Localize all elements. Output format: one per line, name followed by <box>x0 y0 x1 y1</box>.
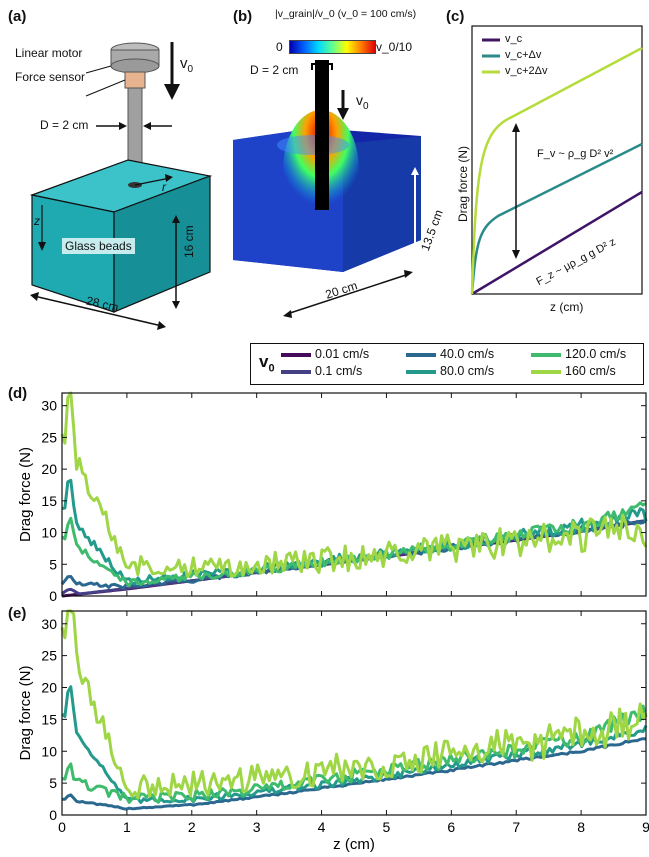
linear-motor-label: Linear motor <box>15 46 83 60</box>
panel-a-r-label: r <box>162 180 166 194</box>
curve-vc-2dv <box>470 46 643 295</box>
panel-c-axes <box>471 25 643 295</box>
x-tick-label: 8 <box>577 819 585 835</box>
x-tick-label: 7 <box>512 819 520 835</box>
legend-label: 120.0 cm/s <box>565 347 627 361</box>
legend-title: v0 <box>259 352 275 375</box>
panel-a-v0-label: v0 <box>180 55 194 75</box>
y-tick-label: 30 <box>41 398 57 414</box>
colorbar <box>289 40 376 54</box>
curve-vc <box>471 190 643 296</box>
panel-a-diagram <box>29 42 213 330</box>
legend-vc-2dv: v_c+2Δv <box>505 65 548 77</box>
y-tick-label: 15 <box>41 493 57 509</box>
legend-swatch <box>281 370 311 374</box>
y-tick-label: 10 <box>41 525 57 541</box>
fv-label: F_v ~ ρ_g D² v² <box>537 148 614 160</box>
x-tick-label: 3 <box>253 819 261 835</box>
x-tick-label: 5 <box>383 819 391 835</box>
panel-a-label: (a) <box>8 8 27 25</box>
glass-beads-label: Glass beads <box>62 238 135 254</box>
series-line-40-0-cm-s <box>61 737 647 811</box>
y-tick-label: 15 <box>41 711 57 727</box>
y-tick-label: 25 <box>41 648 57 664</box>
legend-label: 0.1 cm/s <box>315 364 363 378</box>
y-tick-label: 0 <box>49 807 57 823</box>
y-tick-label: 30 <box>41 616 57 632</box>
legend-label: 40.0 cm/s <box>440 347 495 361</box>
legend-label: 160 cm/s <box>565 364 616 378</box>
legend-swatch <box>406 370 436 374</box>
panel-b-diameter-label: D = 2 cm <box>250 63 299 77</box>
panel-b-v0-label: v0 <box>356 92 369 112</box>
x-tick-label: 9 <box>642 819 649 835</box>
y-axis-label: Drag force (N) <box>17 665 34 760</box>
series-line-120-0-cm-s <box>61 501 647 588</box>
y-tick-label: 25 <box>41 429 57 445</box>
legend-vc: v_c <box>505 33 523 45</box>
legend-swatch <box>406 353 436 357</box>
legend-label: 80.0 cm/s <box>440 364 495 378</box>
panel-d-label: (d) <box>8 385 28 402</box>
panel-b-simulation <box>233 60 421 318</box>
panel-c-ylabel: Drag force (N) <box>456 145 470 222</box>
legend-label: 0.01 cm/s <box>315 347 370 361</box>
series-line-160-cm-s <box>60 391 648 578</box>
panel-a-depth-label: 16 cm <box>182 225 196 258</box>
panel-c-label: (c) <box>446 8 465 25</box>
colorbar-max: v_0/10 <box>376 40 413 54</box>
x-axis-label: z (cm) <box>333 836 375 853</box>
panel-c-schematic <box>470 25 643 296</box>
y-tick-label: 20 <box>41 461 57 477</box>
chart-e: 0 5 10 15 20 25 30 0 1 2 3 4 5 6 7 8 9 Drag force (N) z (c… <box>17 609 649 853</box>
colorbar-min: 0 <box>276 40 283 54</box>
series-line-80-0-cm-s <box>61 685 648 804</box>
axes-frame <box>61 610 647 816</box>
y-tick-label: 10 <box>41 743 57 759</box>
panel-a-diameter-label: D = 2 cm <box>40 118 89 132</box>
legend-vc-dv: v_c+Δv <box>505 49 542 61</box>
panel-c-xlabel: z (cm) <box>550 300 584 314</box>
x-tick-label: 1 <box>123 819 131 835</box>
y-axis-label: Drag force (N) <box>17 447 34 542</box>
box-side <box>113 175 211 313</box>
velocity-arrow <box>164 84 180 100</box>
chart-d: 0 5 10 15 20 25 30 Drag force (N) <box>17 391 648 604</box>
legend-swatch <box>531 353 561 357</box>
y-tick-label: 5 <box>49 775 57 791</box>
x-tick-label: 0 <box>58 819 66 835</box>
plot-area <box>60 391 648 598</box>
series-line-160-cm-s <box>60 609 648 800</box>
legend-swatch <box>531 370 561 374</box>
v0-legend: v0 0.01 cm/s 0.1 cm/s 40.0 cm/s 80.0 cm/s 12… <box>250 343 644 385</box>
panel-a-z-label: z <box>34 214 40 228</box>
y-tick-label: 5 <box>49 556 57 572</box>
legend-swatch <box>281 353 311 357</box>
colorbar-title: |v_grain|/v_0 (v_0 = 100 cm/s) <box>275 8 417 20</box>
panel-b-rod <box>315 60 329 210</box>
y-tick-label: 20 <box>41 680 57 696</box>
panel-b-label: (b) <box>233 8 253 25</box>
x-tick-label: 6 <box>447 819 455 835</box>
x-tick-label: 4 <box>318 819 326 835</box>
panel-e-label: (e) <box>8 605 27 622</box>
plot-area <box>60 609 648 811</box>
axes-frame <box>61 392 647 597</box>
force-sensor-label: Force sensor <box>15 70 86 84</box>
x-tick-label: 2 <box>188 819 196 835</box>
y-tick-label: 0 <box>49 588 57 604</box>
force-sensor <box>124 71 146 89</box>
